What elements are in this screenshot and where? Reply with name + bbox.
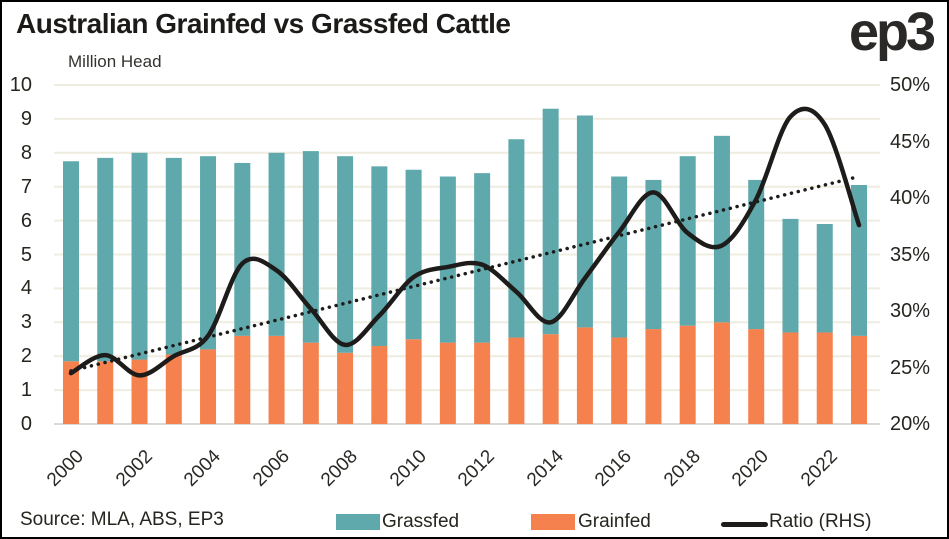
left-axis-tick-label: 2 <box>20 345 32 368</box>
bar-grassfed <box>268 152 285 336</box>
right-axis-tick-label: 45% <box>890 130 931 153</box>
chart-title: Australian Grainfed vs Grassfed Cattle <box>16 8 511 39</box>
bar-grassfed <box>679 156 696 326</box>
bar-grassfed <box>165 157 182 355</box>
left-axis-tick-label: 1 <box>20 379 32 402</box>
bar-grainfed <box>371 346 388 424</box>
left-axis-tick-label: 8 <box>20 141 32 164</box>
bar-grainfed <box>816 332 833 424</box>
bar-grainfed <box>542 334 559 424</box>
left-axis-tick-label: 7 <box>20 175 32 198</box>
bar-grassfed <box>302 151 319 343</box>
bar-grainfed <box>63 361 79 424</box>
bar-grainfed <box>268 335 285 424</box>
bar-grainfed <box>748 329 765 424</box>
bar-grainfed <box>713 322 730 424</box>
right-axis-tick-label: 35% <box>890 243 931 266</box>
bar-grassfed <box>748 179 765 330</box>
bar-grassfed <box>474 173 491 343</box>
bar-grainfed <box>131 359 148 424</box>
bar-grainfed <box>200 349 217 424</box>
bar-grainfed <box>474 342 491 424</box>
bar-grainfed <box>611 337 628 424</box>
left-axis-tick-label: 9 <box>20 107 32 130</box>
bar-grassfed <box>234 162 251 336</box>
bar-grainfed <box>576 327 593 424</box>
bar-grassfed <box>131 152 148 360</box>
bar-grassfed <box>200 156 217 350</box>
left-axis-tick-label: 0 <box>20 413 32 435</box>
bar-grainfed <box>337 352 354 424</box>
bar-grassfed <box>782 218 799 333</box>
source-note: Source: MLA, ABS, EP3 <box>20 509 224 530</box>
left-axis-tick-label: 6 <box>20 209 32 232</box>
trendline-dotted <box>69 174 861 373</box>
bar-grassfed <box>63 161 79 362</box>
bar-grassfed <box>97 157 114 362</box>
bar-grainfed <box>302 342 319 424</box>
bar-grainfed <box>97 361 114 424</box>
right-axis-tick-label: 50% <box>890 74 931 96</box>
ratio-line <box>68 106 862 378</box>
right-axis-tick-label: 40% <box>890 187 931 209</box>
ep3-logo: ep3 <box>848 2 936 62</box>
bar-grainfed <box>782 332 799 424</box>
bar-grainfed <box>165 354 182 424</box>
bar-grassfed <box>405 169 422 340</box>
bar-grainfed <box>645 329 662 424</box>
bar-grassfed <box>439 176 456 343</box>
left-axis-tick-label: 3 <box>20 311 32 334</box>
left-axis-title: Million Head <box>68 52 162 71</box>
left-axis-tick-label: 5 <box>20 243 32 266</box>
bar-grainfed <box>851 335 867 424</box>
bar-grassfed <box>816 223 833 333</box>
right-axis-tick-label: 25% <box>890 356 931 379</box>
bar-grassfed <box>645 179 662 330</box>
left-axis-tick-label: 4 <box>20 277 32 300</box>
bar-grassfed <box>508 139 525 338</box>
left-axis-tick-label: 10 <box>9 74 32 96</box>
right-axis-tick-label: 20% <box>890 413 931 435</box>
bar-grassfed <box>576 115 593 328</box>
bar-grainfed <box>234 335 251 424</box>
bar-grainfed <box>679 325 696 424</box>
bar-grassfed <box>713 135 730 323</box>
bar-grassfed <box>542 108 559 335</box>
bar-grassfed <box>371 166 388 347</box>
bar-grassfed <box>337 156 354 353</box>
bar-grassfed <box>611 176 628 338</box>
bar-grassfed <box>851 185 867 336</box>
bar-grainfed <box>508 337 525 424</box>
bar-grainfed <box>439 342 456 424</box>
bar-grainfed <box>405 339 422 424</box>
right-axis-tick-label: 30% <box>890 300 931 322</box>
